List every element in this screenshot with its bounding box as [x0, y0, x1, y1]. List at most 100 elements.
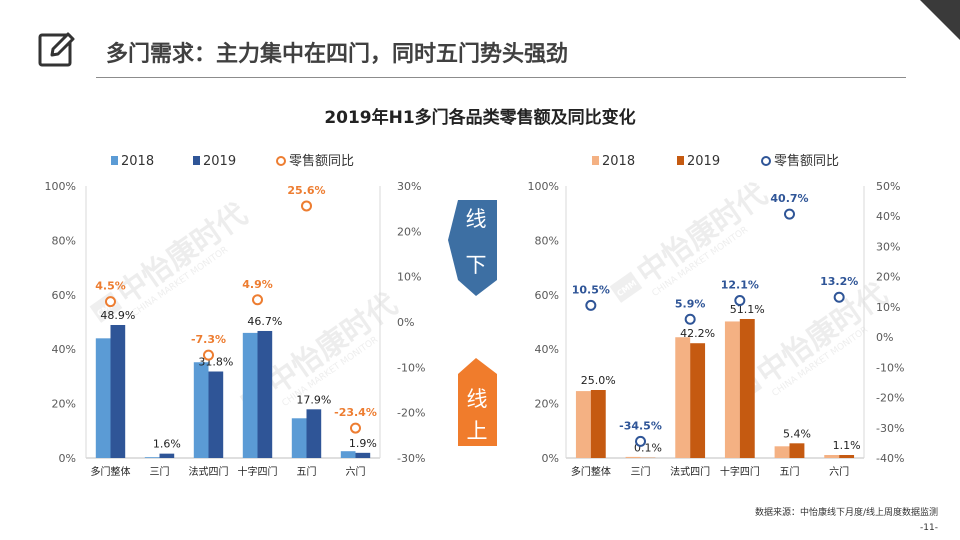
bar-2019-label: 5.4%	[783, 427, 811, 440]
yoy-marker	[784, 208, 795, 220]
online-chart: 0% 20% 40% 60% 80% 100% -40% -30% -20% -10% 0% 10% 2…	[528, 153, 905, 478]
y-tick-label: 100%	[528, 180, 559, 193]
y2-tick-label: 30%	[397, 180, 421, 193]
page-title: 多门需求：主力集中在四门，同时五门势头强劲	[106, 42, 569, 67]
watermark-name: 中怡康时代	[751, 277, 894, 392]
category-label: 三门	[631, 465, 651, 478]
yoy-marker	[203, 349, 214, 361]
category-label: 法式四门	[189, 465, 229, 478]
y2-tick-label: 50%	[876, 180, 900, 193]
data-source: 数据来源：中怡康线下月度/线上周度数据监测	[754, 508, 938, 518]
y2-tick-label: -30%	[876, 422, 904, 435]
bar-2018	[724, 321, 740, 458]
bar-2019	[789, 443, 805, 458]
yoy-label: 25.6%	[287, 184, 325, 197]
bar-2018	[575, 391, 591, 458]
online-badge-shape	[458, 358, 497, 446]
bar-2018	[95, 338, 111, 458]
category-label: 五门	[297, 465, 317, 478]
online-badge-char1: 线	[467, 387, 488, 411]
y-tick-label: 60%	[535, 289, 559, 302]
yoy-label: 4.9%	[242, 278, 273, 291]
category-label: 法式四门	[670, 465, 710, 478]
yoy-marker	[734, 295, 746, 307]
yoy-label: 12.1%	[721, 279, 759, 292]
y-tick-label: 0%	[542, 452, 559, 465]
watermark-name: 中怡康时代	[111, 197, 254, 312]
category-label: 多门整体	[91, 465, 131, 478]
offline-badge-shape	[448, 200, 497, 296]
y-tick-label: 80%	[52, 234, 76, 247]
bar-2018	[774, 446, 790, 458]
bar-2019	[306, 409, 322, 458]
bar-2018	[242, 332, 258, 458]
y2-tick-label: 40%	[876, 210, 900, 223]
bar-2019-label: 51.1%	[730, 303, 765, 316]
legend-label-2019: 2019	[687, 154, 720, 169]
page-number: -11-	[920, 523, 938, 533]
category-label: 六门	[346, 465, 366, 478]
watermark-logo	[609, 271, 643, 303]
y2-tick-label: 20%	[876, 271, 900, 284]
yoy-marker	[585, 299, 597, 311]
legend-label-2018: 2018	[602, 154, 635, 169]
y2-tick-label: 10%	[876, 301, 900, 314]
y-tick-label: 20%	[535, 398, 559, 411]
bar-2019-label: 48.9%	[100, 309, 135, 322]
online-badge-char2: 上	[467, 419, 488, 443]
corner-decoration	[920, 0, 960, 40]
yoy-label: -23.4%	[334, 406, 377, 419]
y2-tick-label: -10%	[876, 361, 904, 374]
y-tick-label: 0%	[59, 452, 76, 465]
legend: 2018 2019 零售额同比	[592, 153, 839, 169]
yoy-label: 40.7%	[770, 192, 808, 205]
bar-2019	[839, 455, 855, 458]
bar-2018	[291, 418, 307, 458]
bar-2019	[257, 330, 273, 458]
y2-tick-label: 20%	[397, 225, 421, 238]
offline-badge-char1: 线	[466, 207, 487, 231]
edit-icon	[38, 32, 75, 67]
bar-2018	[675, 337, 691, 458]
y2-tick-label: 0%	[397, 316, 414, 329]
bar-2018	[625, 456, 641, 458]
watermark-name: 中怡康时代	[631, 177, 774, 292]
yoy-marker	[301, 200, 312, 212]
yoy-marker	[684, 313, 696, 325]
bar-2019-label: 17.9%	[296, 393, 331, 406]
y-tick-label: 40%	[52, 343, 76, 356]
y2-tick-label: -40%	[876, 452, 904, 465]
bar-2018	[193, 362, 209, 458]
legend-label-2019: 2019	[203, 154, 236, 169]
bar-2019	[590, 390, 606, 458]
yoy-label: 5.9%	[675, 297, 706, 310]
bar-2018	[144, 457, 160, 458]
y2-tick-label: -30%	[397, 452, 425, 465]
y-tick-label: 80%	[535, 234, 559, 247]
y2-tick-label: 30%	[876, 240, 900, 253]
category-label: 十字四门	[720, 465, 760, 478]
yoy-label: 10.5%	[572, 283, 610, 296]
yoy-marker	[833, 291, 845, 303]
yoy-label: -34.5%	[619, 419, 662, 432]
legend-swatch-2019	[677, 156, 684, 165]
bar-2018	[824, 455, 840, 458]
online-badge: 线 上	[458, 358, 497, 446]
category-label: 十字四门	[238, 465, 278, 478]
legend-swatch-2019	[193, 156, 200, 165]
yoy-label: 13.2%	[820, 275, 858, 288]
bar-2019-label: 1.6%	[153, 438, 181, 451]
offline-badge-char2: 下	[466, 253, 487, 277]
category-label: 三门	[150, 465, 170, 478]
offline-badge: 线 下	[448, 200, 497, 296]
legend-swatch-2018	[111, 156, 118, 165]
legend-swatch-yoy	[276, 156, 286, 166]
bar-2019-label: 1.1%	[833, 439, 861, 452]
yoy-marker	[350, 422, 361, 434]
y2-tick-label: -10%	[397, 361, 425, 374]
watermark-name: 中怡康时代	[261, 287, 404, 402]
y-tick-label: 100%	[45, 180, 76, 193]
y-tick-label: 60%	[52, 289, 76, 302]
